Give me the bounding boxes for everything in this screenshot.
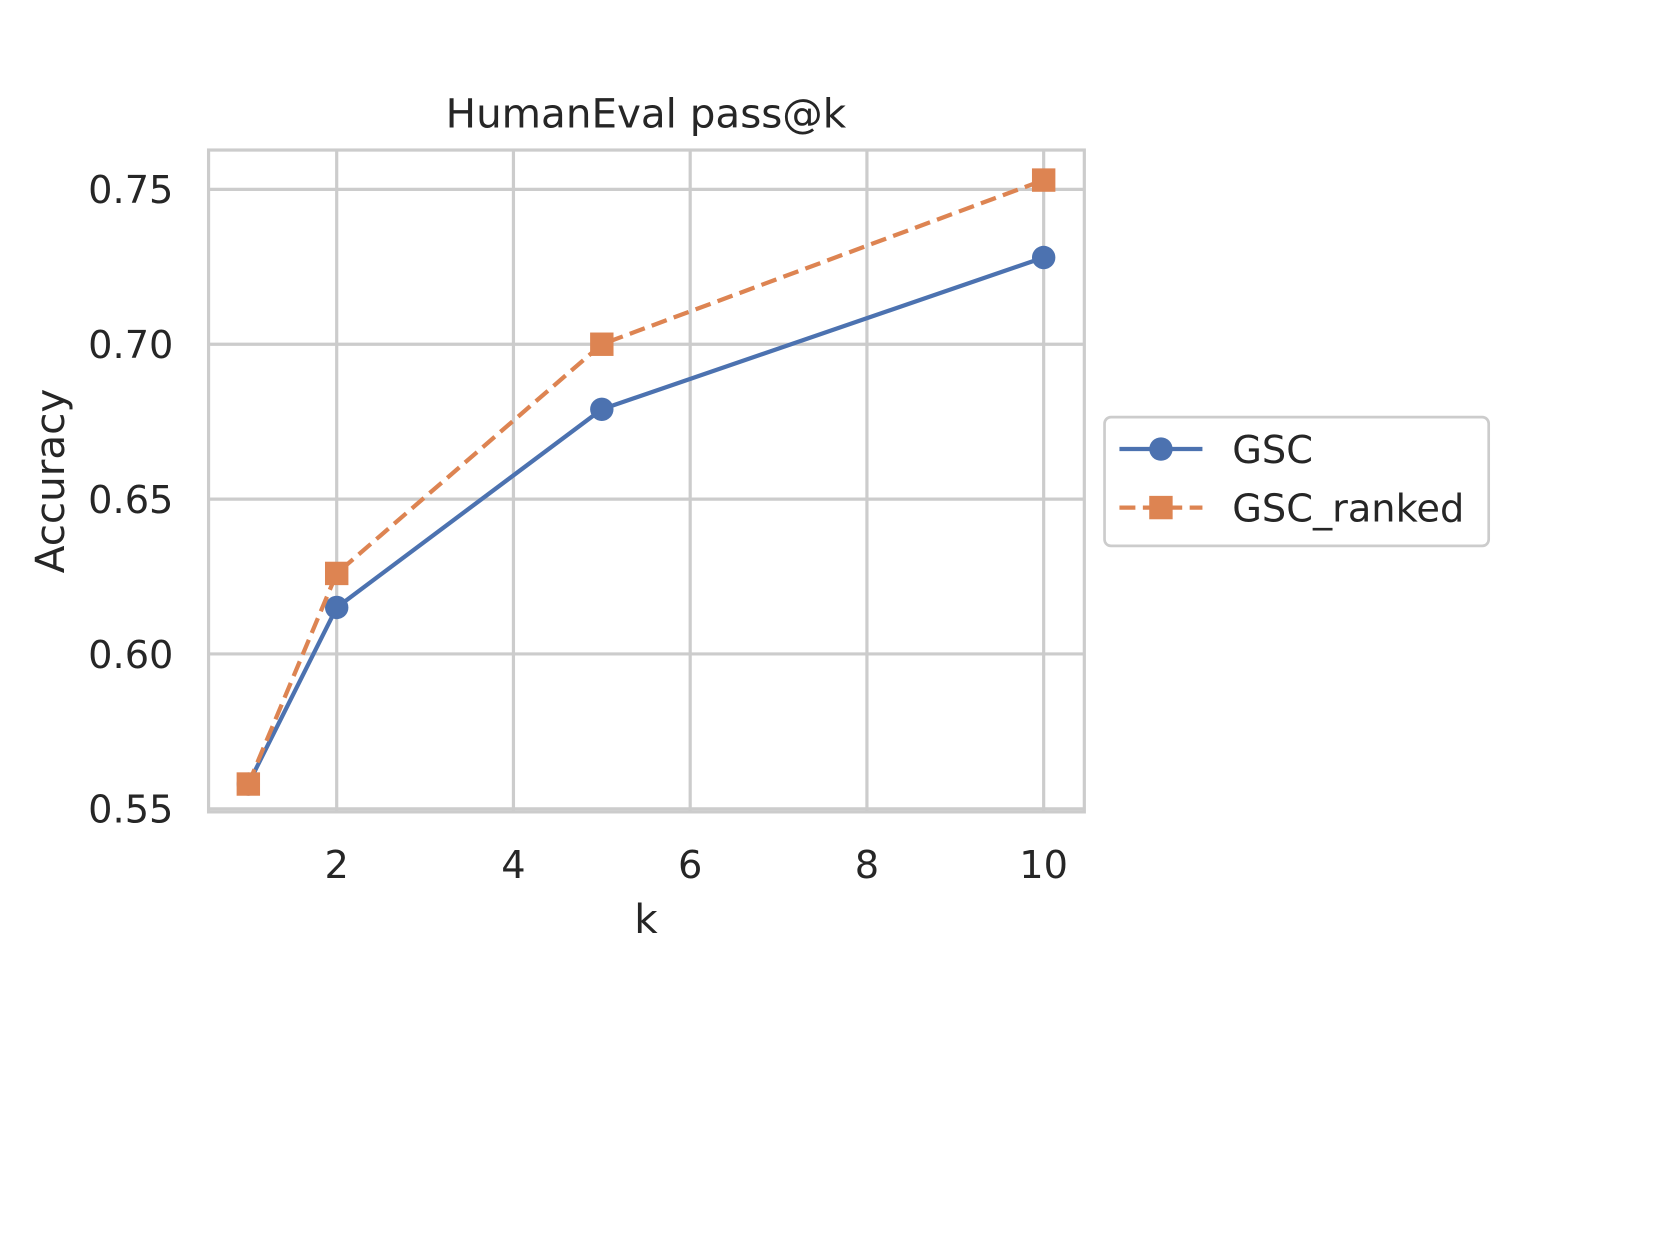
x-tick-label: 2 — [325, 843, 349, 888]
data-point-gsc-ranked — [1031, 168, 1056, 192]
series-line-gsc-ranked — [246, 178, 1045, 785]
y-tick-label: 0.70 — [88, 323, 173, 368]
legend-marker-gsc — [1149, 437, 1173, 461]
series-line-gsc — [246, 255, 1045, 785]
data-point-gsc — [1031, 245, 1056, 270]
data-point-gsc-ranked — [590, 332, 614, 356]
series-group — [236, 168, 1056, 796]
y-tick-label: 0.75 — [88, 168, 173, 213]
grid — [208, 150, 1085, 812]
legend-marker-gsc-ranked — [1149, 495, 1173, 520]
data-point-gsc — [590, 397, 614, 421]
chart-title: HumanEval pass@k — [446, 90, 847, 138]
data-point-gsc — [324, 595, 349, 620]
y-tick-label: 0.55 — [88, 788, 173, 833]
y-tick-label: 0.60 — [88, 633, 173, 678]
x-tick-label: 4 — [501, 843, 525, 888]
y-tick-labels: 0.55 0.60 0.65 0.70 0.75 — [88, 168, 173, 832]
data-point-gsc-ranked — [324, 561, 349, 586]
x-tick-label: 6 — [678, 843, 702, 888]
x-tick-labels: 2 4 6 8 10 — [325, 843, 1069, 888]
x-tick-label: 8 — [855, 843, 879, 888]
legend-label-gsc: GSC — [1232, 428, 1313, 473]
y-tick-label: 0.65 — [88, 478, 173, 523]
legend: GSC GSC_ranked — [1103, 415, 1491, 548]
plot-frame — [206, 148, 1086, 814]
y-axis-label: Accuracy — [26, 389, 74, 574]
data-point-gsc-ranked — [236, 772, 261, 796]
x-tick-label: 10 — [1019, 843, 1068, 888]
x-axis-label: k — [634, 895, 658, 943]
legend-label-gsc-ranked: GSC_ranked — [1232, 486, 1464, 531]
